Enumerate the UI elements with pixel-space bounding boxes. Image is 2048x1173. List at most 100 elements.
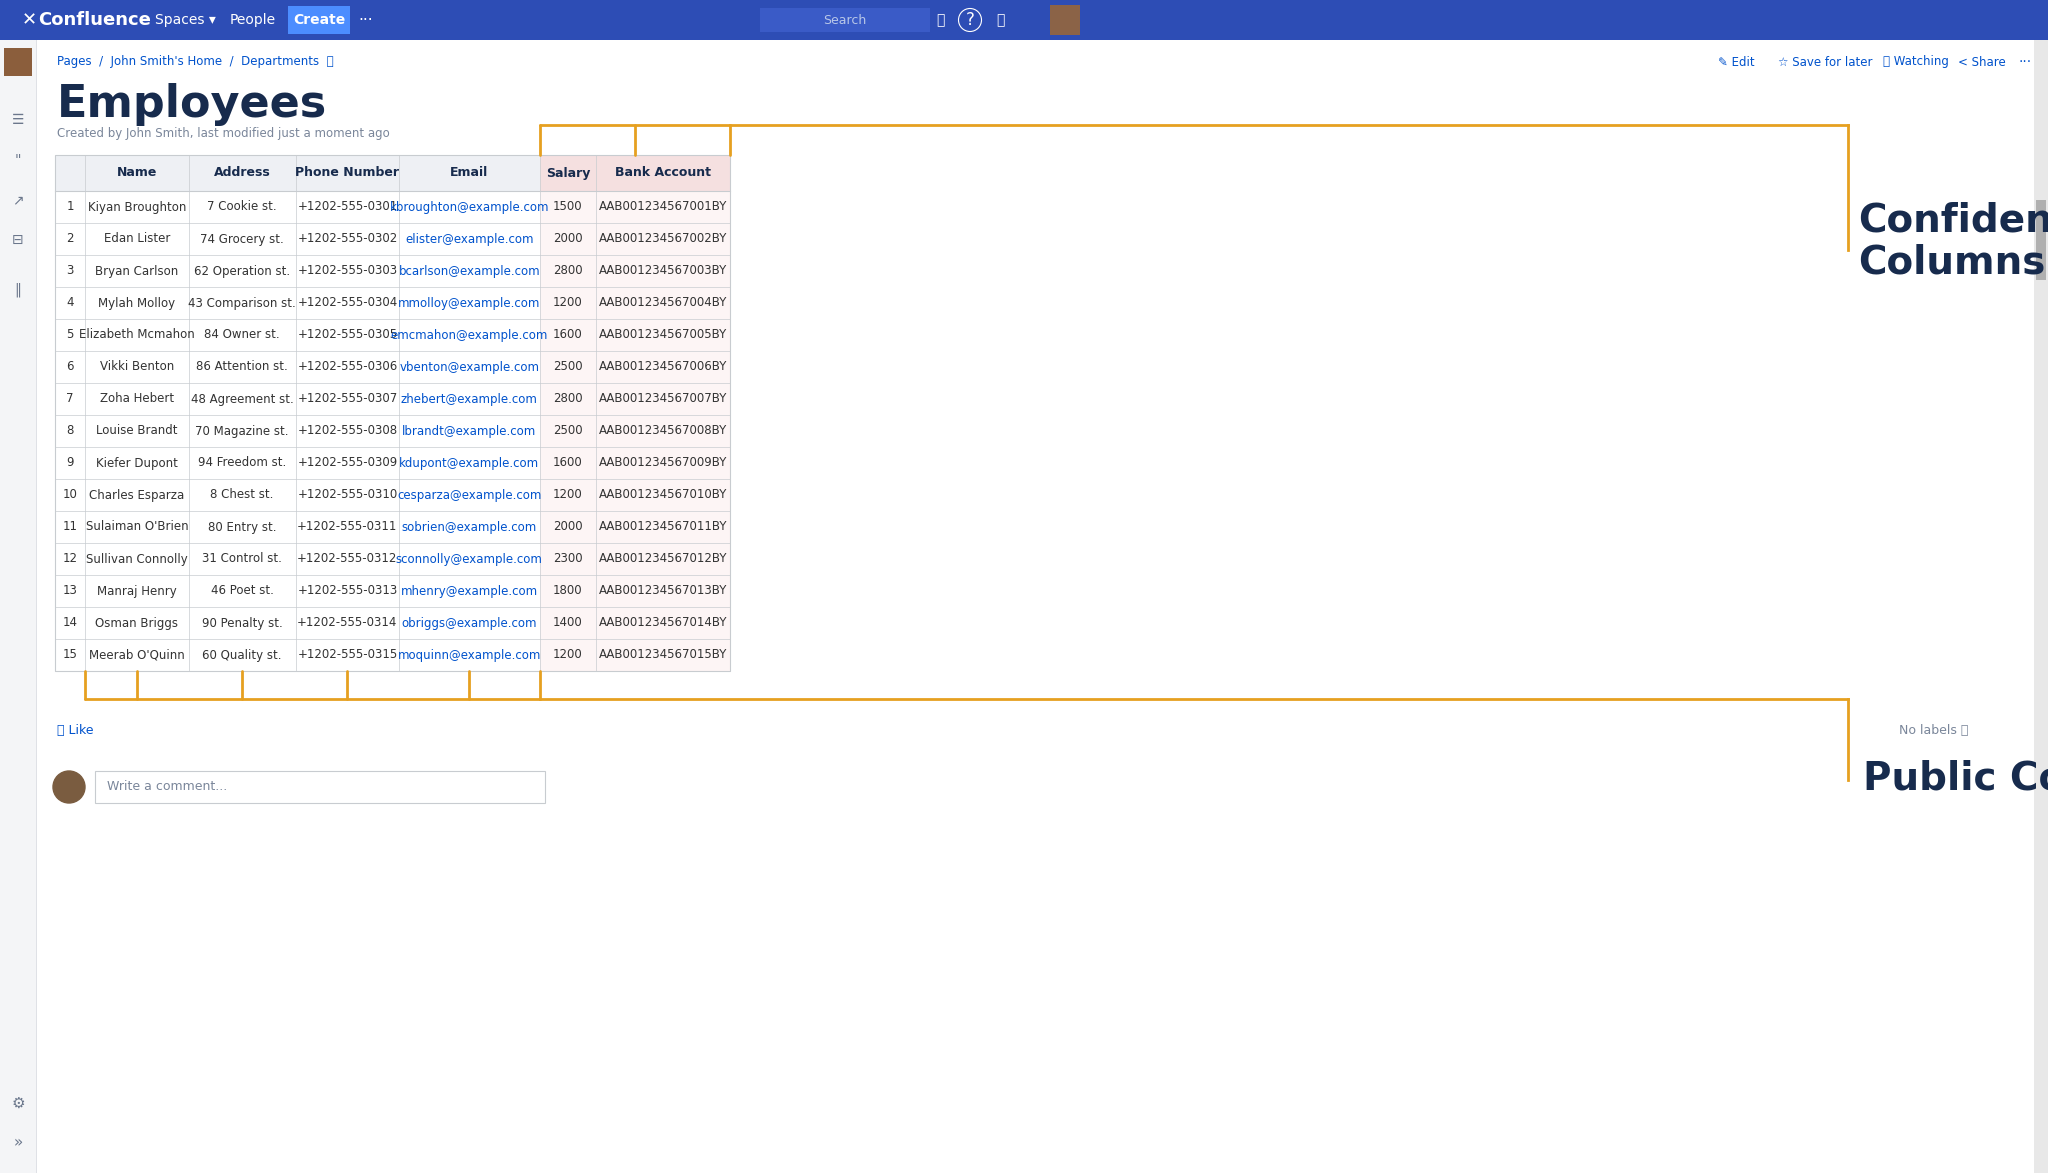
Text: obriggs@example.com: obriggs@example.com	[401, 617, 537, 630]
Text: 15: 15	[63, 649, 78, 662]
Text: 1600: 1600	[553, 456, 584, 469]
Text: Phone Number: Phone Number	[295, 167, 399, 179]
Bar	[55, 191, 539, 223]
Text: AAB001234567014BY: AAB001234567014BY	[598, 617, 727, 630]
Text: AAB001234567005BY: AAB001234567005BY	[600, 328, 727, 341]
Text: emcmahon@example.com: emcmahon@example.com	[391, 328, 549, 341]
Text: 👍 Like: 👍 Like	[57, 725, 94, 738]
Text: Confidential: Confidential	[1858, 202, 2048, 240]
Text: 10: 10	[63, 488, 78, 502]
Text: 👁 Watching: 👁 Watching	[1882, 55, 1950, 68]
Bar	[55, 543, 539, 575]
Text: +1202-555-0305: +1202-555-0305	[297, 328, 397, 341]
Text: +1202-555-0315: +1202-555-0315	[297, 649, 397, 662]
Text: Meerab O'Quinn: Meerab O'Quinn	[88, 649, 184, 662]
Bar	[4, 48, 33, 76]
Text: Sulaiman O'Brien: Sulaiman O'Brien	[86, 521, 188, 534]
Text: elister@example.com: elister@example.com	[406, 232, 535, 245]
Text: cesparza@example.com: cesparza@example.com	[397, 488, 541, 502]
Text: 1400: 1400	[553, 617, 584, 630]
Text: Edan Lister: Edan Lister	[104, 232, 170, 245]
Bar	[55, 223, 539, 255]
Text: kdupont@example.com: kdupont@example.com	[399, 456, 539, 469]
Text: 1600: 1600	[553, 328, 584, 341]
Text: »: »	[14, 1135, 23, 1151]
Text: Louise Brandt: Louise Brandt	[96, 425, 178, 438]
Text: mmolloy@example.com: mmolloy@example.com	[397, 297, 541, 310]
Text: ···: ···	[358, 13, 373, 27]
Text: 9: 9	[66, 456, 74, 469]
Text: Mylah Molloy: Mylah Molloy	[98, 297, 176, 310]
Text: sobrien@example.com: sobrien@example.com	[401, 521, 537, 534]
Text: Public Columns: Public Columns	[1864, 760, 2048, 798]
Text: Charles Esparza: Charles Esparza	[90, 488, 184, 502]
Text: 2500: 2500	[553, 425, 584, 438]
Bar	[55, 155, 729, 671]
Text: AAB001234567015BY: AAB001234567015BY	[598, 649, 727, 662]
Text: AAB001234567009BY: AAB001234567009BY	[598, 456, 727, 469]
Text: ☆ Save for later: ☆ Save for later	[1778, 55, 1872, 68]
Text: 12: 12	[63, 552, 78, 565]
Text: Search: Search	[823, 14, 866, 27]
Text: 1800: 1800	[553, 584, 584, 597]
Text: 94 Freedom st.: 94 Freedom st.	[199, 456, 287, 469]
Text: +1202-555-0309: +1202-555-0309	[297, 456, 397, 469]
Text: AAB001234567003BY: AAB001234567003BY	[600, 264, 727, 278]
Text: ✕: ✕	[23, 11, 37, 29]
Text: ": "	[14, 152, 20, 167]
Bar	[55, 511, 539, 543]
Text: Columns: Columns	[1858, 244, 2046, 282]
Text: 84 Owner st.: 84 Owner st.	[205, 328, 281, 341]
Text: ⊟: ⊟	[12, 233, 25, 248]
Text: AAB001234567004BY: AAB001234567004BY	[598, 297, 727, 310]
Text: 62 Operation st.: 62 Operation st.	[195, 264, 291, 278]
Text: ?: ?	[965, 11, 975, 29]
Text: 8: 8	[66, 425, 74, 438]
Text: Kiyan Broughton: Kiyan Broughton	[88, 201, 186, 213]
Text: 1500: 1500	[553, 201, 584, 213]
Bar	[55, 384, 539, 415]
Text: 2300: 2300	[553, 552, 584, 565]
Bar	[1051, 5, 1079, 35]
Bar	[539, 606, 729, 639]
Bar	[55, 639, 539, 671]
Text: 90 Penalty st.: 90 Penalty st.	[203, 617, 283, 630]
Text: 2800: 2800	[553, 264, 584, 278]
Text: bcarlson@example.com: bcarlson@example.com	[399, 264, 541, 278]
Bar	[539, 384, 729, 415]
Text: +1202-555-0310: +1202-555-0310	[297, 488, 397, 502]
Text: 1200: 1200	[553, 649, 584, 662]
Text: Pages  /  John Smith's Home  /  Departments  🔒: Pages / John Smith's Home / Departments …	[57, 55, 334, 68]
Text: kbroughton@example.com: kbroughton@example.com	[389, 201, 549, 213]
Text: +1202-555-0301: +1202-555-0301	[297, 201, 397, 213]
Text: AAB001234567010BY: AAB001234567010BY	[598, 488, 727, 502]
Text: Create: Create	[293, 13, 346, 27]
Bar	[55, 255, 539, 287]
Bar	[55, 606, 539, 639]
Text: +1202-555-0303: +1202-555-0303	[297, 264, 397, 278]
Text: People: People	[229, 13, 276, 27]
Text: Bank Account: Bank Account	[614, 167, 711, 179]
Bar	[539, 287, 729, 319]
Text: AAB001234567006BY: AAB001234567006BY	[598, 360, 727, 373]
Text: +1202-555-0313: +1202-555-0313	[297, 584, 397, 597]
Text: Write a comment...: Write a comment...	[106, 780, 227, 793]
Text: 8 Chest st.: 8 Chest st.	[211, 488, 274, 502]
Text: 7 Cookie st.: 7 Cookie st.	[207, 201, 276, 213]
Text: Spaces ▾: Spaces ▾	[156, 13, 215, 27]
Text: 🔍: 🔍	[936, 13, 944, 27]
Text: AAB001234567008BY: AAB001234567008BY	[600, 425, 727, 438]
Circle shape	[53, 771, 86, 804]
Text: +1202-555-0314: +1202-555-0314	[297, 617, 397, 630]
Text: 2800: 2800	[553, 393, 584, 406]
Text: 80 Entry st.: 80 Entry st.	[209, 521, 276, 534]
Bar	[760, 8, 930, 32]
Text: AAB001234567002BY: AAB001234567002BY	[598, 232, 727, 245]
Text: lbrandt@example.com: lbrandt@example.com	[401, 425, 537, 438]
Text: +1202-555-0312: +1202-555-0312	[297, 552, 397, 565]
Bar	[55, 447, 539, 479]
Text: ‖: ‖	[14, 283, 20, 297]
Text: AAB001234567012BY: AAB001234567012BY	[598, 552, 727, 565]
Text: 60 Quality st.: 60 Quality st.	[203, 649, 283, 662]
Text: 74 Grocery st.: 74 Grocery st.	[201, 232, 285, 245]
